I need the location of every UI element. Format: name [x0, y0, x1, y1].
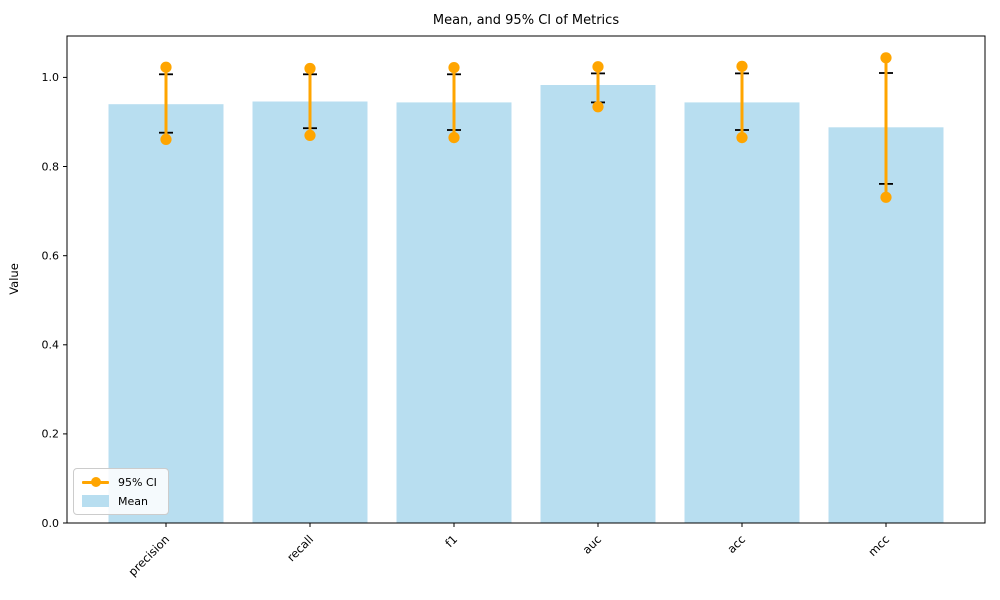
ci-legend-line-icon: [82, 477, 109, 487]
bar-f1: [396, 102, 512, 524]
x-tick-label-f1: f1: [442, 532, 460, 550]
mean-legend-swatch-icon: [82, 495, 109, 507]
ci-dot-low-f1: [448, 132, 460, 144]
legend-label-ci: 95% CI: [118, 475, 157, 489]
ci-dot-high-precision: [160, 61, 172, 73]
x-tick-label-recall: recall: [284, 532, 316, 564]
ci-legend-dot-icon: [90, 477, 101, 487]
y-tick-label: 0.4: [42, 339, 60, 352]
ci-dot-high-recall: [304, 62, 316, 75]
chart-title: Mean, and 95% CI of Metrics: [432, 13, 620, 28]
x-tick-label-acc: acc: [724, 532, 748, 556]
bar-acc: [684, 102, 800, 524]
ci-dot-low-acc: [736, 132, 748, 144]
y-tick-label: 0.6: [42, 250, 60, 263]
ci-dot-low-auc: [592, 101, 604, 113]
ci-dot-low-mcc: [880, 191, 892, 203]
ci-dot-low-recall: [304, 129, 316, 141]
y-tick-label: 0.2: [42, 428, 60, 441]
legend: 95% CI Mean: [73, 468, 169, 515]
x-tick-label-precision: precision: [126, 532, 173, 579]
ci-dot-high-auc: [592, 61, 604, 73]
ci-dot-high-mcc: [880, 52, 892, 64]
x-tick-label-mcc: mcc: [865, 532, 892, 559]
ci-dot-high-f1: [448, 62, 460, 74]
y-axis-label: Value: [7, 263, 21, 295]
plot-border: [66, 35, 986, 524]
y-tick-label: 0.0: [42, 517, 60, 530]
legend-label-mean: Mean: [118, 494, 148, 508]
y-tick-label: 1.0: [42, 71, 60, 84]
ci-dot-high-acc: [736, 60, 748, 72]
bar-recall: [252, 101, 368, 523]
y-tick-label: 0.8: [42, 160, 60, 173]
ci-dot-low-precision: [160, 133, 172, 145]
legend-item-mean: Mean: [82, 494, 157, 508]
legend-item-ci: 95% CI: [82, 475, 157, 489]
bar-auc: [540, 85, 656, 523]
x-tick-label-auc: auc: [580, 532, 605, 557]
bar-precision: [108, 104, 224, 523]
